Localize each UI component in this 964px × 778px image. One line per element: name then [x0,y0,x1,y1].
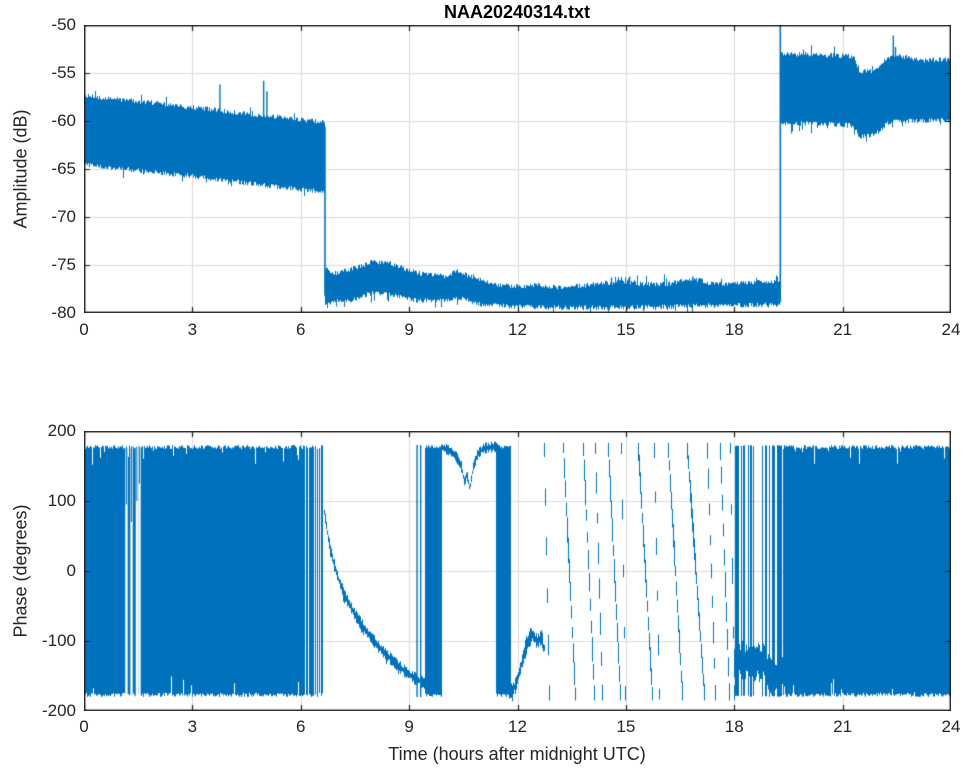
amplitude-y-tick-label: -50 [51,15,76,34]
phase-x-tick-label: 21 [833,717,853,736]
phase-y-tick-label: -200 [41,701,76,720]
phase-x-tick-label: 15 [616,717,636,736]
amplitude-x-tick-label: 24 [941,320,961,339]
phase-x-tick-label: 6 [296,717,306,736]
amplitude-y-tick-label: -65 [51,159,76,178]
amplitude-x-tick-label: 12 [508,320,527,339]
amplitude-x-tick-label: 6 [296,320,306,339]
phase-x-tick-label: 12 [508,717,527,736]
phase-x-tick-label: 24 [941,717,961,736]
phase-y-tick-label: 0 [66,561,76,580]
amplitude-y-tick-label: -55 [51,63,76,82]
phase-x-tick-label: 0 [79,717,89,736]
amplitude-x-tick-label: 3 [187,320,198,339]
phase-x-tick-label: 3 [187,717,198,736]
phase-y-tick-label: -100 [41,631,76,650]
amplitude-x-tick-label: 0 [79,320,89,339]
amplitude-y-tick-label: -70 [51,207,76,226]
amplitude-x-tick-label: 9 [404,320,414,339]
amplitude-y-tick-label: -75 [51,255,76,274]
amplitude-x-tick-label: 18 [724,320,744,339]
phase-x-tick-label: 9 [404,717,414,736]
time-axis-label: Time (hours after midnight UTC) [388,744,646,764]
phase-y-tick-label: 100 [47,491,76,510]
amplitude-y-tick-label: -60 [51,111,76,130]
amplitude-x-tick-label: 15 [616,320,636,339]
phase-y-tick-label: 200 [47,421,76,440]
amplitude-x-tick-label: 21 [833,320,853,339]
amplitude-plot-canvas [84,25,951,313]
figure-title: NAA20240314.txt [443,2,591,22]
amplitude-y-tick-label: -80 [51,303,76,322]
phase-x-tick-label: 18 [724,717,744,736]
phase-plot-canvas [84,431,951,711]
